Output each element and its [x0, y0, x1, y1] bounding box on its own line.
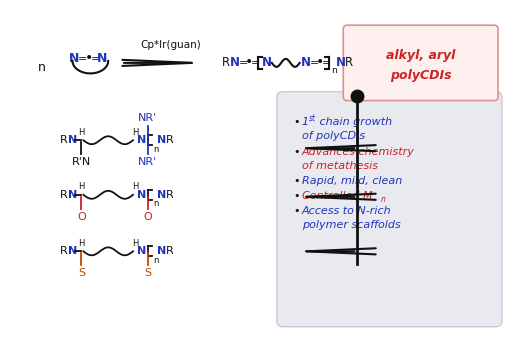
Text: N: N [262, 56, 271, 69]
Text: Access to N-rich: Access to N-rich [301, 206, 390, 216]
Text: 1: 1 [301, 117, 308, 128]
Text: H: H [78, 128, 84, 137]
Text: n: n [153, 199, 158, 208]
Text: st: st [308, 114, 315, 123]
Text: •: • [293, 176, 300, 186]
Text: H: H [131, 128, 138, 137]
Text: N: N [67, 246, 77, 256]
Text: N: N [67, 135, 77, 145]
Text: N: N [230, 56, 240, 69]
Text: R: R [60, 135, 67, 145]
FancyBboxPatch shape [343, 25, 497, 101]
Text: n: n [331, 66, 336, 75]
Text: alkyl, aryl: alkyl, aryl [385, 49, 455, 62]
Text: N: N [156, 190, 166, 200]
Text: Advances chemistry: Advances chemistry [301, 147, 414, 157]
Text: Controlled M: Controlled M [301, 191, 372, 201]
Text: Rapid, mild, clean: Rapid, mild, clean [301, 176, 401, 186]
Text: •: • [293, 117, 300, 128]
Text: R: R [60, 246, 67, 256]
Text: R: R [165, 135, 173, 145]
Text: H: H [78, 182, 84, 191]
Text: =: = [77, 54, 87, 64]
Text: •: • [245, 55, 253, 69]
Text: R: R [345, 56, 353, 69]
Text: R: R [60, 190, 67, 200]
Text: NR': NR' [138, 157, 157, 167]
Text: N: N [97, 53, 107, 65]
Text: O: O [143, 212, 152, 222]
Text: =: = [239, 58, 248, 68]
Text: S: S [78, 268, 85, 278]
Text: R: R [165, 190, 173, 200]
Text: polymer scaffolds: polymer scaffolds [301, 220, 400, 229]
Text: n: n [38, 61, 46, 74]
Text: NR': NR' [138, 114, 157, 123]
Text: =: = [90, 54, 100, 64]
Text: chain growth: chain growth [316, 117, 392, 128]
Text: H: H [131, 182, 138, 191]
Text: n: n [153, 145, 158, 154]
Text: N: N [137, 135, 146, 145]
Text: N: N [67, 190, 77, 200]
Text: N: N [300, 56, 310, 69]
Text: N: N [137, 246, 146, 256]
Text: =: = [321, 58, 330, 68]
Text: •: • [315, 55, 323, 69]
Text: O: O [77, 212, 86, 222]
Text: N: N [68, 53, 79, 65]
Text: of polyCDIs: of polyCDIs [301, 131, 364, 141]
FancyBboxPatch shape [276, 92, 501, 327]
Text: N: N [335, 56, 346, 69]
Text: •: • [293, 206, 300, 216]
Text: N: N [156, 246, 166, 256]
Text: R'N: R'N [72, 157, 91, 167]
Text: =: = [250, 58, 260, 68]
Text: polyCDIs: polyCDIs [389, 69, 450, 82]
Text: R: R [165, 246, 173, 256]
Text: n: n [153, 256, 158, 265]
Text: •: • [84, 51, 93, 65]
Text: H: H [78, 239, 84, 248]
Text: •: • [293, 147, 300, 157]
Text: R: R [222, 56, 230, 69]
Text: •: • [293, 191, 300, 201]
Text: S: S [144, 268, 151, 278]
Text: N: N [156, 135, 166, 145]
Text: =: = [309, 58, 318, 68]
Text: N: N [137, 190, 146, 200]
Text: Cp*Ir(guan): Cp*Ir(guan) [140, 40, 201, 50]
Text: of metathesis: of metathesis [301, 161, 377, 171]
Text: n: n [380, 195, 385, 204]
Text: H: H [131, 239, 138, 248]
